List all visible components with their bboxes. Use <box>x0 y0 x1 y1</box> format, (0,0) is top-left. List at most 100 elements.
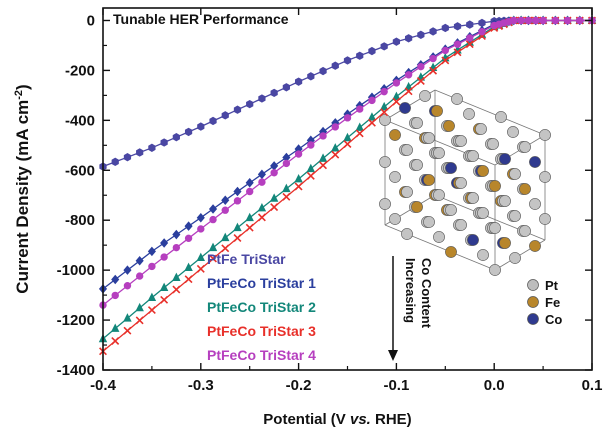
data-point <box>257 169 266 180</box>
data-point <box>221 111 229 120</box>
data-point <box>453 48 462 57</box>
atom <box>455 219 467 231</box>
data-point <box>318 153 328 162</box>
data-point <box>135 272 144 280</box>
atom <box>467 150 479 162</box>
data-point <box>197 225 205 233</box>
data-point <box>245 223 254 232</box>
atom <box>509 252 521 264</box>
data-point <box>172 243 181 252</box>
data-point <box>136 148 144 157</box>
data-point <box>233 186 242 197</box>
data-point <box>392 37 401 46</box>
data-point <box>392 79 401 87</box>
inset-legend-swatch <box>527 296 539 308</box>
data-point <box>307 141 315 149</box>
data-point <box>270 203 279 212</box>
data-point <box>380 108 389 117</box>
atom <box>445 204 457 216</box>
data-point <box>405 34 413 43</box>
data-point <box>282 183 291 193</box>
data-point <box>465 40 474 49</box>
atom <box>401 228 413 240</box>
atom <box>489 180 501 192</box>
atom <box>529 198 541 210</box>
data-point <box>270 169 278 177</box>
data-point <box>355 122 364 131</box>
data-point <box>246 99 254 109</box>
data-point <box>184 275 193 284</box>
y-axis-label-part: ) <box>13 84 32 90</box>
data-point <box>356 105 364 113</box>
atom <box>399 102 411 114</box>
data-point <box>380 42 388 51</box>
inset-legend-swatch <box>527 279 539 291</box>
data-point <box>368 46 376 56</box>
increasing-co-annotation: Increasing Co Content <box>388 256 434 361</box>
atom <box>411 201 423 213</box>
data-point <box>441 23 449 33</box>
data-point <box>196 252 206 262</box>
atom <box>499 195 511 207</box>
y-axis-label-part: Current Density (mA cm <box>13 100 32 294</box>
x-axis-label: Potential (V vs. RHE) <box>263 411 411 428</box>
atom <box>499 237 511 249</box>
x-axis-label-part: vs. <box>350 411 371 428</box>
data-point <box>466 34 474 42</box>
data-point <box>417 62 425 71</box>
data-point <box>172 272 181 282</box>
atom <box>495 111 507 123</box>
atom <box>487 138 499 150</box>
data-point <box>221 244 230 253</box>
data-point <box>441 46 449 55</box>
x-axis-label-part: Potential (V <box>263 411 350 428</box>
annotation-text: Co Content <box>419 258 434 329</box>
data-point <box>417 30 425 40</box>
data-point <box>123 265 132 275</box>
data-point <box>184 221 193 231</box>
atom <box>519 183 531 195</box>
data-point <box>379 101 389 111</box>
y-tick-label: -1200 <box>57 312 95 329</box>
data-point <box>343 56 352 65</box>
atom <box>379 156 391 168</box>
legend: PtFe TriStar PtFeCo TriStar 1 PtFeCo TriSt… <box>207 251 316 363</box>
data-point <box>197 122 205 131</box>
data-point <box>245 177 254 188</box>
data-point <box>392 97 401 106</box>
data-point <box>147 306 156 315</box>
x-tick-label: 0.0 <box>484 377 505 394</box>
data-point <box>246 187 254 196</box>
data-point <box>270 161 279 171</box>
atom <box>477 249 489 261</box>
data-point <box>404 71 413 79</box>
data-point <box>184 127 193 137</box>
data-point <box>123 326 132 335</box>
data-point <box>319 132 327 140</box>
data-point <box>343 132 352 142</box>
data-point <box>478 18 486 28</box>
data-point <box>478 28 486 36</box>
atom <box>389 213 401 225</box>
data-point <box>160 138 168 147</box>
y-axis-label-text: Current Density (mA cm-2) <box>13 84 32 293</box>
data-point <box>517 16 525 25</box>
data-point <box>172 229 181 240</box>
data-point <box>563 16 572 25</box>
data-point <box>306 171 315 180</box>
x-tick-label: 0.1 <box>582 377 603 394</box>
data-point <box>233 197 242 205</box>
series-5 <box>99 16 596 309</box>
data-point <box>367 112 377 121</box>
atom <box>509 168 521 180</box>
x-tick-label: -0.3 <box>188 377 214 394</box>
atom <box>423 216 435 228</box>
data-point <box>532 16 540 25</box>
arrow-head <box>388 350 398 361</box>
atom <box>539 171 551 183</box>
data-point <box>245 212 254 222</box>
atom <box>499 153 511 165</box>
data-point <box>196 212 205 223</box>
atom <box>419 90 431 102</box>
data-point <box>294 173 303 183</box>
